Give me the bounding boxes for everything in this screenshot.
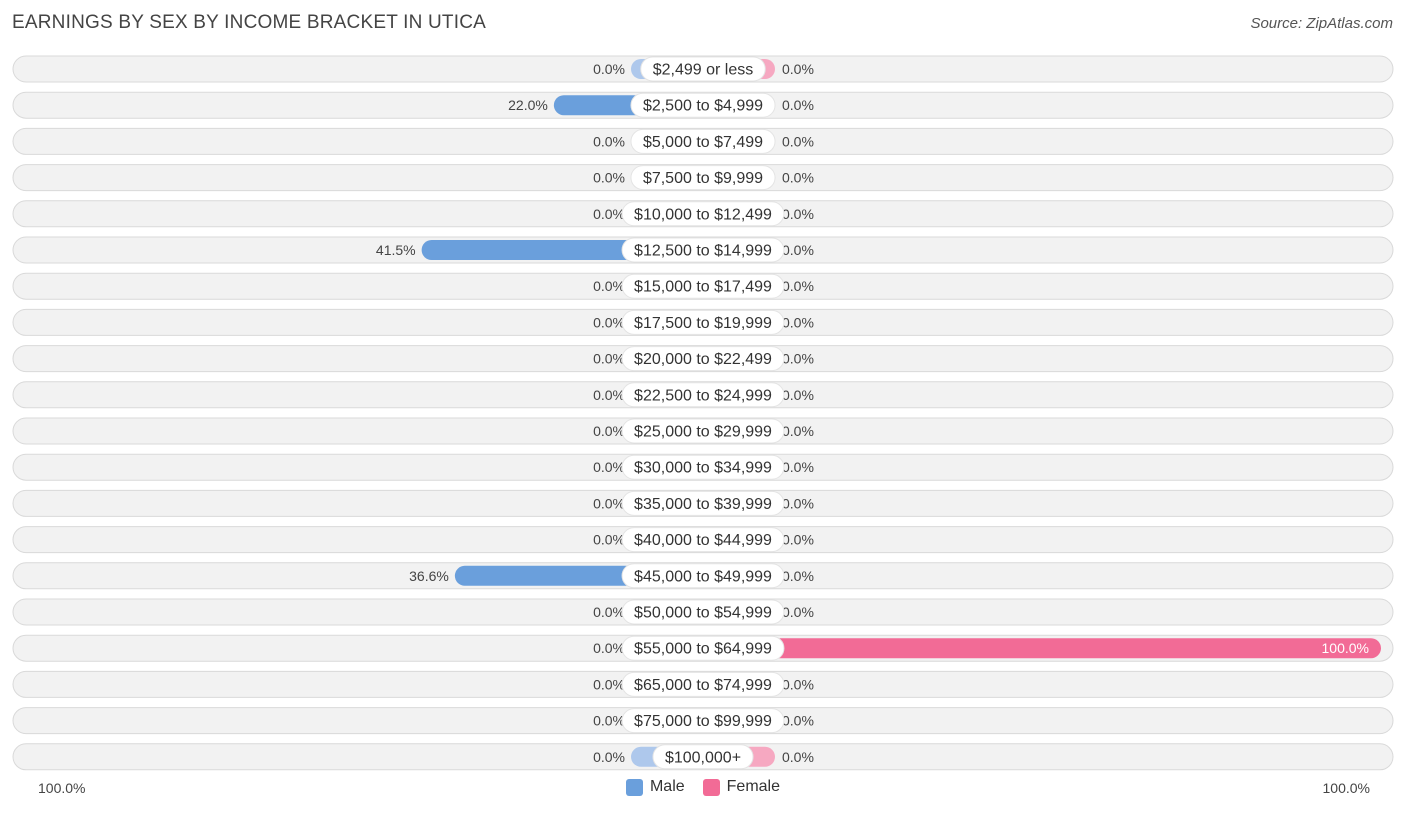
female-value-label: 0.0%: [782, 278, 814, 294]
category-label: $100,000+: [665, 749, 741, 766]
female-value-label: 0.0%: [782, 459, 814, 475]
category-label: $25,000 to $29,999: [634, 424, 772, 441]
chart-area: 0.0% 0.0% $2,499 or less 22.0% 0.0% $2,500 to…: [12, 55, 1394, 771]
male-value-label: 0.0%: [593, 61, 625, 77]
female-value-label: 0.0%: [782, 61, 814, 77]
category-pill: [630, 128, 776, 154]
category-label: $20,000 to $22,499: [634, 351, 772, 368]
category-pill: [630, 92, 776, 118]
category-pill: [621, 599, 785, 625]
female-value-label: 0.0%: [782, 713, 814, 729]
category-label: $17,500 to $19,999: [634, 315, 772, 332]
female-bar: [703, 638, 1381, 659]
female-value-label: 0.0%: [782, 170, 814, 186]
category-label: $65,000 to $74,999: [634, 677, 772, 694]
category-pill: [621, 309, 785, 335]
category-pill: [621, 527, 785, 553]
male-value-label: 0.0%: [593, 532, 625, 548]
category-pill: [621, 418, 785, 444]
male-value-label: 0.0%: [593, 749, 625, 765]
category-label: $12,500 to $14,999: [634, 243, 772, 260]
category-label: $22,500 to $24,999: [634, 387, 772, 404]
male-value-label: 0.0%: [593, 278, 625, 294]
male-value-label: 0.0%: [593, 604, 625, 620]
category-label: $10,000 to $12,499: [634, 206, 772, 223]
male-value-label: 41.5%: [376, 242, 416, 258]
category-pill: [621, 382, 785, 408]
category-pill: [621, 490, 785, 516]
category-label: $40,000 to $44,999: [634, 532, 772, 549]
category-pill: [630, 165, 776, 191]
male-value-label: 36.6%: [409, 568, 449, 584]
male-value-label: 0.0%: [593, 676, 625, 692]
chart-title: EARNINGS BY SEX BY INCOME BRACKET IN UTI…: [12, 12, 487, 33]
category-pill: [621, 563, 785, 589]
female-value-label: 0.0%: [782, 242, 814, 258]
category-label: $7,500 to $9,999: [643, 170, 763, 187]
category-pill: [621, 708, 785, 734]
category-pill: [621, 454, 785, 480]
male-value-label: 0.0%: [593, 423, 625, 439]
category-pill: [652, 744, 754, 770]
male-value-label: 0.0%: [593, 133, 625, 149]
category-label: $75,000 to $99,999: [634, 713, 772, 730]
category-pill: [621, 273, 785, 299]
legend: Male Female: [0, 778, 1406, 796]
male-value-label: 0.0%: [593, 713, 625, 729]
legend-swatch-female: [702, 778, 720, 796]
category-label: $45,000 to $49,999: [634, 568, 772, 585]
legend-label-female: Female: [726, 778, 781, 795]
category-pill: [621, 671, 785, 697]
legend-label-male: Male: [649, 778, 685, 795]
female-value-label: 0.0%: [782, 206, 814, 222]
legend-item-female[interactable]: Female: [702, 778, 781, 796]
category-label: $55,000 to $64,999: [634, 641, 772, 658]
category-pill: [621, 201, 785, 227]
female-value-label: 0.0%: [782, 749, 814, 765]
category-label: $35,000 to $39,999: [634, 496, 772, 513]
male-value-label: 0.0%: [593, 387, 625, 403]
category-label: $2,500 to $4,999: [643, 98, 763, 115]
female-value-label: 0.0%: [782, 314, 814, 330]
category-label: $30,000 to $34,999: [634, 460, 772, 477]
female-value-label: 0.0%: [782, 351, 814, 367]
male-value-label: 0.0%: [593, 170, 625, 186]
female-value-label: 0.0%: [782, 676, 814, 692]
female-value-label: 0.0%: [782, 495, 814, 511]
category-label: $2,499 or less: [653, 62, 754, 79]
category-pill: [621, 346, 785, 372]
legend-item-male[interactable]: Male: [625, 778, 685, 796]
male-value-label: 0.0%: [593, 459, 625, 475]
female-value-label: 100.0%: [1322, 640, 1369, 656]
legend-swatch-male: [625, 778, 643, 796]
female-value-label: 0.0%: [782, 97, 814, 113]
male-value-label: 22.0%: [508, 97, 548, 113]
category-pill: [621, 635, 785, 661]
category-label: $50,000 to $54,999: [634, 605, 772, 622]
female-value-label: 0.0%: [782, 568, 814, 584]
female-value-label: 0.0%: [782, 423, 814, 439]
category-pill: [640, 56, 766, 82]
female-value-label: 0.0%: [782, 387, 814, 403]
male-value-label: 0.0%: [593, 314, 625, 330]
male-value-label: 0.0%: [593, 640, 625, 656]
female-value-label: 0.0%: [782, 604, 814, 620]
category-label: $5,000 to $7,499: [643, 134, 763, 151]
category-pill: [621, 237, 785, 263]
axis-right-label: 100.0%: [1322, 780, 1370, 796]
category-label: $15,000 to $17,499: [634, 279, 772, 296]
female-value-label: 0.0%: [782, 133, 814, 149]
source-label: Source: ZipAtlas.com: [1250, 15, 1393, 32]
female-value-label: 0.0%: [782, 532, 814, 548]
male-value-label: 0.0%: [593, 206, 625, 222]
male-value-label: 0.0%: [593, 495, 625, 511]
axis-left-label: 100.0%: [38, 780, 86, 796]
male-value-label: 0.0%: [593, 351, 625, 367]
